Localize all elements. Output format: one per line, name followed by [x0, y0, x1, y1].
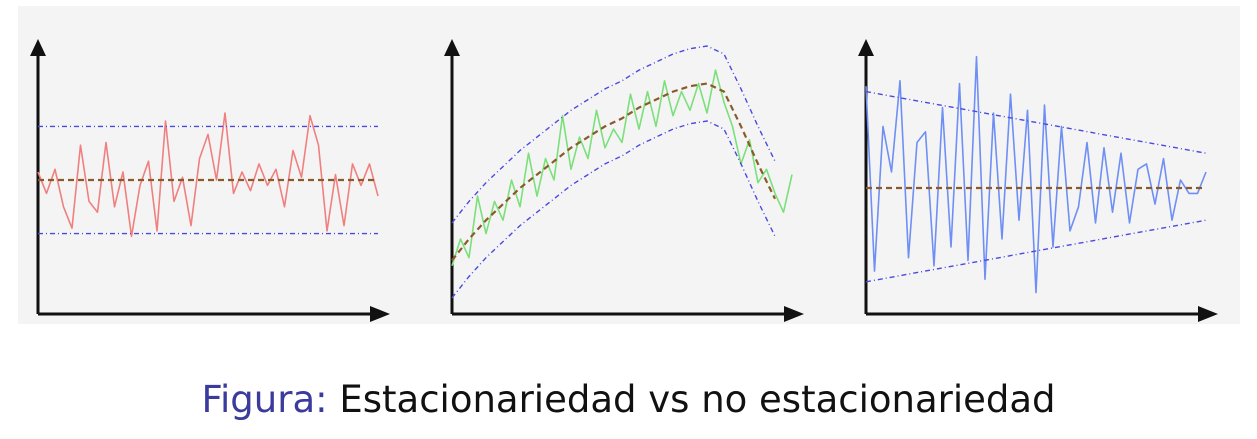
y-axis-arrow	[30, 39, 46, 56]
heteroscedastic-chart	[858, 39, 1218, 322]
figure-caption: Figura: Estacionariedad vs no estacionar…	[0, 378, 1257, 421]
upper-bound-line	[865, 90, 1207, 154]
y-axis-arrow	[444, 39, 460, 56]
caption-text: Estacionariedad vs no estacionariedad	[339, 378, 1056, 421]
charts-row	[18, 6, 1240, 324]
lower-bound-line	[865, 219, 1207, 283]
y-axis-arrow	[858, 39, 874, 56]
series-line	[865, 55, 1207, 294]
series-line	[451, 69, 793, 267]
x-axis-arrow	[1198, 306, 1218, 322]
lower-bound-line	[451, 120, 776, 299]
x-axis-arrow	[370, 306, 390, 322]
series-line	[37, 112, 379, 238]
mean-line	[451, 82, 776, 262]
stationary-chart	[30, 39, 390, 322]
trend-chart	[444, 39, 804, 322]
x-axis-arrow	[784, 306, 804, 322]
caption-prefix: Figura:	[201, 378, 328, 421]
